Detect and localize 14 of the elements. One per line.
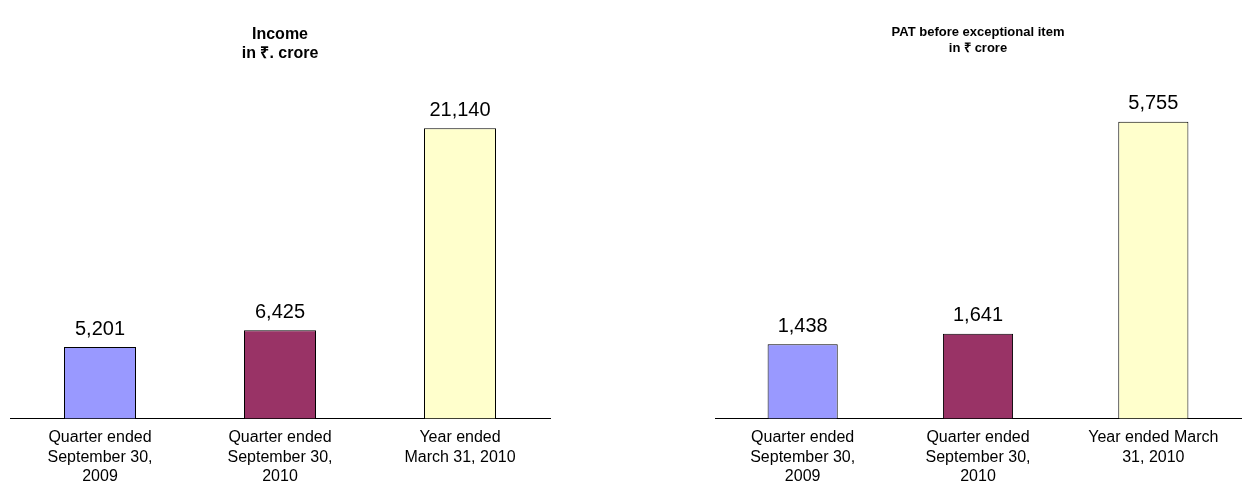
chart-title: Income in ₹. crore (241, 25, 319, 62)
chart-title: PAT before exceptional item in ₹ crore (891, 24, 1065, 55)
data-label: 5,755 (1128, 91, 1179, 114)
data-label: 21,140 (429, 97, 491, 120)
x-tick-label: Year ended March 31, 2010 (1088, 428, 1219, 465)
x-tick-label: Quarter ended September 30, 2009 (47, 428, 153, 484)
data-label: 6,425 (254, 299, 306, 322)
x-tick-label: Year ended March 31, 2010 (404, 428, 516, 465)
data-label: 1,438 (777, 313, 828, 336)
data-label: 1,641 (952, 303, 1004, 326)
data-label: 5,201 (74, 316, 126, 339)
x-tick-label: Quarter ended September 30, 2009 (750, 428, 856, 484)
x-tick-label: Quarter ended September 30, 2010 (925, 428, 1031, 484)
x-tick-label: Quarter ended September 30, 2010 (227, 428, 333, 484)
